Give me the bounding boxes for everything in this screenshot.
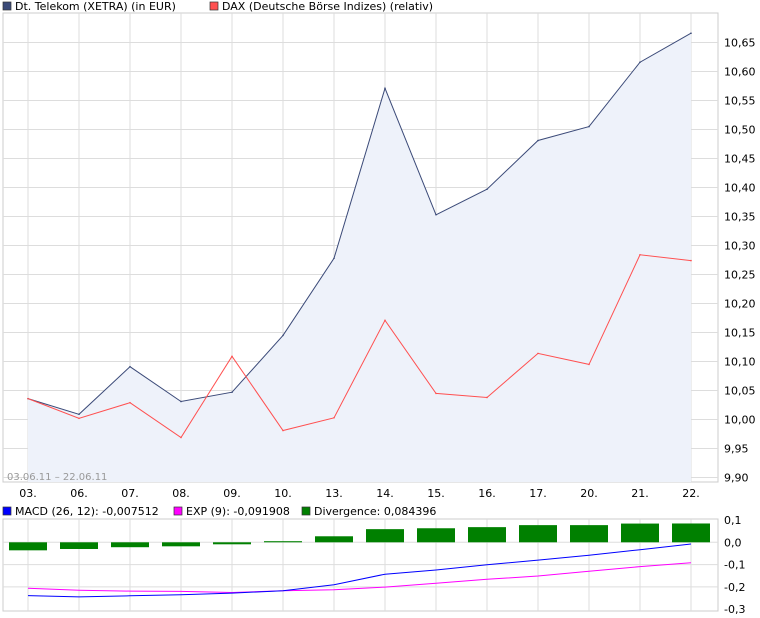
macd-chart: 0,1 0,0 -0,1 -0,2 -0,3 (2, 514, 745, 616)
y-tick-label: 10,40 (724, 182, 756, 195)
telekom-point (486, 188, 488, 191)
dax-point (180, 436, 182, 439)
legend-swatch (173, 506, 183, 516)
y-tick-label: 10,10 (724, 356, 756, 369)
x-tick-label: 22. (682, 487, 700, 500)
x-tick-label: 17. (529, 487, 547, 500)
x-tick-label: 08. (172, 487, 190, 500)
legend-swatch (2, 1, 12, 11)
x-tick-label: 13. (325, 487, 343, 500)
telekom-point (282, 334, 284, 337)
divergence-bar (366, 529, 404, 543)
y-tick-label: 10,55 (724, 95, 756, 108)
telekom-point (588, 125, 590, 128)
y-tick-label: 0,0 (724, 536, 742, 549)
y-tick-label: 10,20 (724, 298, 756, 311)
dax-point (282, 429, 284, 432)
dax-point (537, 352, 539, 355)
x-tick-label: 03. (19, 487, 37, 500)
y-tick-label: 9,95 (724, 443, 749, 456)
telekom-point (180, 400, 182, 403)
x-tick-label: 10. (274, 487, 292, 500)
legend-swatch (301, 506, 311, 516)
dax-point (435, 392, 437, 395)
divergence-bar (60, 542, 98, 549)
x-tick-label: 21. (631, 487, 649, 500)
divergence-bar (213, 542, 251, 545)
y-tick-label: 10,35 (724, 211, 756, 224)
telekom-point (690, 32, 692, 35)
divergence-bar (570, 525, 608, 543)
date-range: 03.06.11 – 22.06.11 (7, 472, 107, 483)
legend-label: DAX (Deutsche Börse Indizes) (relativ) (222, 0, 433, 13)
y-tick-label: 0,1 (724, 514, 742, 527)
telekom-point (333, 257, 335, 260)
y-tick-label: 9,90 (724, 472, 749, 485)
dax-point (78, 417, 80, 420)
macd-legend: MACD (26, 12): -0,007512 EXP (9): -0,0919… (2, 505, 436, 518)
telekom-point (231, 391, 233, 394)
main-legend: Dt. Telekom (XETRA) (in EUR) DAX (Deutsch… (2, 0, 433, 13)
telekom-point (129, 365, 131, 368)
y-tick-label: -0,1 (724, 559, 745, 572)
legend-label: EXP (9): -0,091908 (186, 505, 290, 518)
x-tick-label: 07. (121, 487, 139, 500)
divergence-bar (162, 542, 200, 547)
divergence-bar (111, 542, 149, 548)
y-tick-label: 10,25 (724, 269, 756, 282)
telekom-point (78, 413, 80, 416)
divergence-bar (621, 523, 659, 543)
legend-swatch (2, 506, 12, 516)
divergence-bar (468, 527, 506, 543)
dax-point (486, 396, 488, 399)
telekom-area (28, 33, 691, 482)
x-tick-label: 20. (580, 487, 598, 500)
dax-point (384, 319, 386, 322)
telekom-point (384, 87, 386, 90)
dax-point (690, 259, 692, 262)
telekom-point (537, 139, 539, 142)
exp-line (27, 562, 692, 594)
dax-point (588, 363, 590, 366)
y-tick-label: 10,60 (724, 66, 756, 79)
telekom-point (435, 213, 437, 216)
dax-point (639, 253, 641, 256)
dax-point (231, 355, 233, 358)
divergence-bar (672, 523, 710, 543)
x-tick-label: 09. (223, 487, 241, 500)
x-tick-label: 16. (478, 487, 496, 500)
y-tick-label: -0,2 (724, 581, 745, 594)
dax-point (27, 397, 29, 400)
legend-label: Divergence: 0,084396 (314, 505, 436, 518)
divergence-bar (417, 528, 455, 543)
y-tick-label: 10,05 (724, 385, 756, 398)
y-tick-label: 10,15 (724, 327, 756, 340)
macd-line (27, 543, 692, 598)
y-tick-label: -0,3 (724, 603, 745, 616)
legend-label: MACD (26, 12): -0,007512 (15, 505, 159, 518)
x-tick-label: 06. (70, 487, 88, 500)
dax-point (129, 401, 131, 404)
legend-swatch (209, 1, 219, 11)
y-tick-label: 10,50 (724, 124, 756, 137)
x-tick-label: 15. (427, 487, 445, 500)
y-tick-label: 10,00 (724, 414, 756, 427)
y-tick-label: 10,45 (724, 153, 756, 166)
telekom-point (639, 61, 641, 64)
divergence-bar (519, 525, 557, 543)
dax-point (333, 416, 335, 419)
dax-line (27, 254, 692, 439)
divergence-bar (264, 541, 302, 543)
y-tick-label: 10,65 (724, 37, 756, 50)
x-tick-label: 14. (376, 487, 394, 500)
telekom-line (27, 32, 692, 415)
main-chart: 9,90 9,95 10,00 10,05 10,10 10,15 10,20 10,25 10… (2, 12, 756, 500)
legend-label: Dt. Telekom (XETRA) (in EUR) (15, 0, 176, 13)
y-tick-label: 10,30 (724, 240, 756, 253)
divergence-bar (9, 542, 47, 551)
divergence-bar (315, 536, 353, 543)
